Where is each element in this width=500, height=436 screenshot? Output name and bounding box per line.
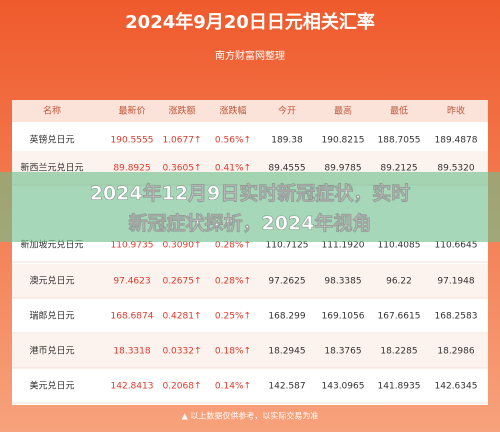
column-header: 最高 bbox=[334, 105, 352, 117]
cell: 110.6645 bbox=[435, 241, 478, 251]
overlay-band bbox=[0, 172, 500, 242]
cell: 美元兑日元 bbox=[29, 380, 74, 392]
cell: 英镑兑日元 bbox=[29, 134, 74, 146]
cell: 189.4878 bbox=[435, 136, 478, 146]
row-bg bbox=[12, 264, 488, 298]
cell: 瑞郎兑日元 bbox=[29, 310, 74, 322]
cell: 0.3605↑ bbox=[162, 164, 201, 174]
cell: 142.8413 bbox=[111, 382, 154, 392]
row-bg bbox=[12, 334, 488, 368]
cell: 97.4623 bbox=[113, 277, 150, 287]
cell: 0.41%↑ bbox=[215, 164, 251, 174]
cell: 110.4085 bbox=[378, 241, 421, 251]
column-header: 最低 bbox=[390, 105, 408, 117]
cell: 142.587 bbox=[268, 382, 305, 392]
column-header: 涨跌幅 bbox=[219, 105, 246, 117]
overlay-headline: 新冠症状探析，2024年视角 bbox=[129, 212, 372, 235]
column-header: 昨收 bbox=[447, 105, 465, 117]
cell: 0.28%↑ bbox=[215, 241, 251, 251]
cell: 97.1948 bbox=[437, 277, 474, 287]
cell: 111.1920 bbox=[322, 241, 365, 251]
cell: 0.25%↑ bbox=[215, 312, 251, 322]
cell: 0.18%↑ bbox=[215, 347, 251, 357]
cell: 142.6345 bbox=[435, 382, 478, 392]
cell: 168.6874 bbox=[111, 312, 154, 322]
cell: 18.3765 bbox=[324, 347, 361, 357]
cell: 89.8925 bbox=[113, 164, 150, 174]
cell: 0.28%↑ bbox=[215, 277, 251, 287]
cell: 0.0332↑ bbox=[162, 347, 201, 357]
cell: 0.14%↑ bbox=[215, 382, 251, 392]
cell: 188.7055 bbox=[378, 136, 421, 146]
title: 2024年9月20日日元相关汇率 bbox=[125, 11, 375, 33]
cell: 0.3090↑ bbox=[162, 241, 201, 251]
column-header: 名称 bbox=[43, 105, 61, 117]
cell: 96.22 bbox=[386, 277, 412, 287]
cell: 港币兑日元 bbox=[29, 345, 74, 357]
cell: 189.38 bbox=[271, 136, 303, 146]
cell: 97.2625 bbox=[268, 277, 305, 287]
cell: 1.0677↑ bbox=[162, 136, 201, 146]
cell: 190.8215 bbox=[322, 136, 365, 146]
cell: 143.0965 bbox=[322, 382, 365, 392]
overlay-headline: 2024年12月9日实时新冠症状，实时 bbox=[90, 182, 411, 205]
cell: 新西兰元兑日元 bbox=[20, 162, 83, 174]
cell: 0.56%↑ bbox=[215, 136, 251, 146]
column-header: 今开 bbox=[278, 105, 296, 117]
cell: 18.2285 bbox=[380, 347, 417, 357]
column-header: 最新价 bbox=[118, 105, 145, 117]
table-header-bg bbox=[12, 100, 488, 122]
cell: 168.2583 bbox=[435, 312, 478, 322]
cell: 98.3385 bbox=[324, 277, 361, 287]
cell: 89.4555 bbox=[268, 164, 305, 174]
cell: 18.2986 bbox=[437, 347, 474, 357]
subtitle: 南方财富网整理 bbox=[215, 49, 285, 62]
cell: 110.9735 bbox=[111, 241, 154, 251]
cell: 0.2068↑ bbox=[162, 382, 201, 392]
cell: 0.4281↑ bbox=[162, 312, 201, 322]
cell: 89.9785 bbox=[324, 164, 361, 174]
cell: 167.6615 bbox=[378, 312, 421, 322]
cell: 168.299 bbox=[268, 312, 305, 322]
cell: 190.5555 bbox=[111, 136, 154, 146]
cell: 89.2125 bbox=[380, 164, 417, 174]
cell: 0.2675↑ bbox=[162, 277, 201, 287]
cell: 169.1056 bbox=[322, 312, 365, 322]
cell: 89.5320 bbox=[437, 164, 474, 174]
cell: 澳元兑日元 bbox=[29, 275, 74, 287]
column-header: 涨跌额 bbox=[168, 105, 195, 117]
cell: 18.3318 bbox=[113, 347, 150, 357]
footer-note: ▲ 以上数据仅供参考，以实际交易为准 bbox=[182, 411, 319, 421]
cell: 110.7125 bbox=[266, 241, 309, 251]
cell: 141.8935 bbox=[378, 382, 421, 392]
cell: 18.2945 bbox=[268, 347, 305, 357]
